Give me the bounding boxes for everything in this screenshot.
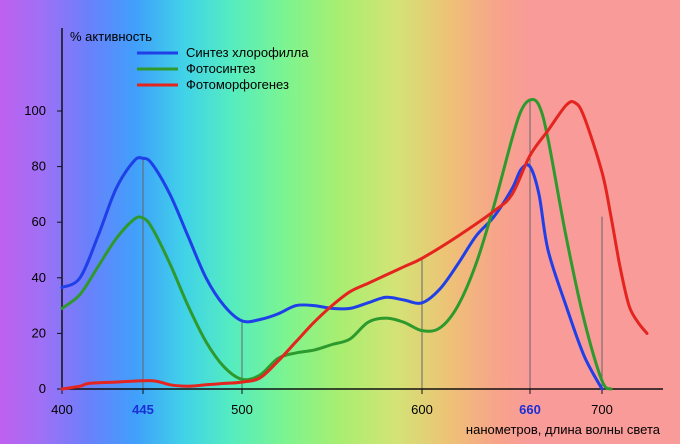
x-tick-label-600: 600	[411, 402, 433, 417]
x-tick-label-445: 445	[132, 402, 154, 417]
legend-label-chlorophyll-synthesis: Синтез хлорофилла	[186, 45, 309, 60]
axes	[57, 28, 663, 394]
y-tick-label-0: 0	[39, 381, 46, 396]
series-line-photomorphogenesis	[60, 100, 649, 391]
legend-label-photomorphogenesis: Фотоморфогенез	[186, 77, 289, 92]
guide-lines	[142, 99, 603, 389]
x-axis-title: нанометров, длина волны света	[466, 422, 661, 437]
legend: Синтез хлорофиллаФотосинтезФотоморфогене…	[137, 45, 309, 92]
x-tick-label-400: 400	[51, 402, 73, 417]
series-line-photosynthesis	[60, 97, 613, 391]
y-axis-title: % активность	[70, 29, 152, 44]
x-tick-label-660: 660	[519, 402, 541, 417]
y-tick-label-80: 80	[32, 159, 46, 174]
x-tick-label-700: 700	[591, 402, 613, 417]
y-tick-labels: 0 20 40 60 80 100	[24, 103, 46, 396]
y-tick-label-100: 100	[24, 103, 46, 118]
series-lines	[60, 97, 649, 391]
legend-label-photosynthesis: Фотосинтез	[186, 61, 256, 76]
y-tick-label-20: 20	[32, 325, 46, 340]
y-tick-label-60: 60	[32, 214, 46, 229]
y-tick-label-40: 40	[32, 270, 46, 285]
x-tick-label-500: 500	[231, 402, 253, 417]
x-tick-labels: 400 445 500 600 660 700	[51, 402, 613, 417]
